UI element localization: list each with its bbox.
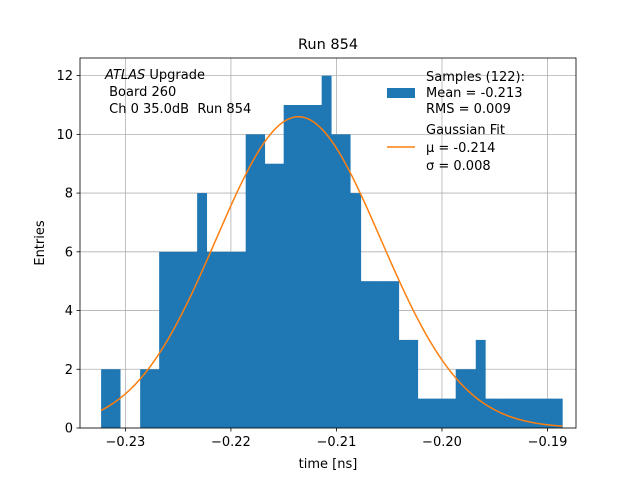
legend-samples-mean: Mean = -0.213: [426, 86, 522, 101]
atlas-label: ATLAS: [104, 68, 145, 83]
histogram-bar: [494, 398, 505, 428]
histogram-bar: [331, 134, 342, 428]
histogram-bar: [206, 251, 217, 428]
histogram-bar: [475, 339, 486, 428]
histogram-bar: [312, 104, 323, 428]
upgrade-label: Upgrade: [145, 68, 205, 83]
histogram-bar: [551, 398, 563, 428]
histogram-bar: [379, 281, 390, 428]
histogram-bar: [255, 134, 266, 428]
histogram-bar: [360, 281, 371, 428]
annotation-line-3: Ch 0 35.0dB Run 854: [105, 102, 251, 117]
y-tick-label: 4: [65, 304, 73, 319]
y-tick-label: 10: [56, 128, 73, 143]
plot-area-frame: [79, 57, 577, 429]
histogram-bar: [350, 193, 362, 428]
annotation-line-2: Board 260: [105, 85, 176, 100]
histogram-bar: [340, 134, 351, 428]
gaussian-fit-line: [100, 115, 563, 427]
chart-title: Run 854: [298, 37, 358, 53]
histogram-bar: [532, 398, 543, 428]
legend-samples-swatch: [387, 88, 415, 98]
histogram-bar: [225, 251, 236, 428]
y-tick-label: 12: [56, 69, 73, 84]
histogram-bar: [485, 398, 496, 428]
histogram-bar: [389, 281, 400, 428]
y-tick-label: 6: [65, 245, 73, 260]
x-tick-label: −0.23: [105, 435, 145, 450]
histogram-bar: [321, 75, 332, 428]
histogram-bar: [504, 398, 515, 428]
x-tick-label: −0.21: [317, 435, 357, 450]
histogram-bar: [436, 398, 447, 428]
histogram-bar: [408, 339, 419, 428]
histogram-bar: [427, 398, 438, 428]
legend-fit-mu: μ = -0.214: [426, 141, 495, 156]
histogram-bar: [293, 104, 304, 428]
x-tick-label: −0.22: [211, 435, 251, 450]
y-axis-label: Entries: [33, 220, 48, 266]
histogram-bar: [283, 104, 294, 428]
histogram-bar: [168, 251, 179, 428]
x-tick-label: −0.20: [422, 435, 462, 450]
histogram-bar: [398, 339, 409, 428]
y-tick-label: 0: [65, 422, 73, 437]
histogram-bar: [187, 251, 198, 428]
x-axis-label: time [ns]: [299, 457, 358, 472]
histogram-bar: [245, 134, 256, 428]
histogram-bar: [513, 398, 524, 428]
histogram-bar: [417, 398, 428, 428]
histogram-bar: [178, 251, 189, 428]
histogram-bar: [523, 398, 534, 428]
histogram-bar: [446, 398, 457, 428]
histogram-bar: [110, 369, 121, 428]
legend-fit-sigma: σ = 0.008: [426, 159, 491, 174]
x-tick-label: −0.19: [528, 435, 568, 450]
histogram-bar: [159, 251, 170, 428]
histogram-bar: [370, 281, 381, 428]
atlas-annotation: ATLAS Upgrade Board 260 Ch 0 35.0dB Run …: [104, 68, 251, 117]
histogram-bar: [455, 369, 467, 428]
histogram-bar: [197, 193, 208, 428]
histogram-bar: [101, 369, 112, 428]
histogram-bar: [140, 369, 151, 428]
histogram-bar: [542, 398, 553, 428]
annotation-line-1: ATLAS Upgrade: [104, 68, 205, 83]
legend: Samples (122): Mean = -0.213 RMS = 0.009…: [387, 70, 525, 174]
legend-samples-rms: RMS = 0.009: [426, 102, 511, 117]
histogram-bar: [466, 369, 477, 428]
histogram-bar: [235, 251, 247, 428]
histogram-bar: [264, 163, 275, 428]
y-tick-label: 8: [65, 187, 73, 202]
legend-samples-count: Samples (122):: [426, 70, 525, 85]
y-axis-ticks: 0 2 4 6 8 10 12: [56, 69, 80, 437]
y-tick-label: 2: [65, 363, 73, 378]
histogram-bars: [101, 75, 563, 428]
histogram-bar: [149, 369, 160, 428]
histogram-bar: [274, 163, 285, 428]
histogram-bar: [216, 251, 227, 428]
x-axis-ticks: −0.23 −0.22 −0.21 −0.20 −0.19: [105, 428, 567, 450]
legend-fit-name: Gaussian Fit: [426, 123, 505, 138]
histogram-bar: [302, 104, 313, 428]
